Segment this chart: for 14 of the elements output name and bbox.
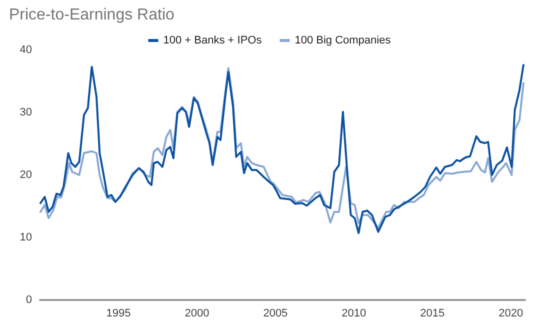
x-tick-label: 2000 bbox=[184, 308, 210, 320]
x-tick-label: 2005 bbox=[263, 308, 288, 320]
x-tick-label: 2020 bbox=[498, 308, 524, 320]
y-tick-label: 10 bbox=[20, 232, 32, 244]
y-tick-label: 40 bbox=[20, 44, 32, 56]
legend-label: 100 Big Companies bbox=[294, 34, 392, 46]
y-tick-label: 20 bbox=[20, 169, 32, 181]
chart-title: Price-to-Earnings Ratio bbox=[9, 6, 174, 24]
x-tick-label: 1995 bbox=[106, 308, 131, 320]
x-tick-label: 2015 bbox=[420, 308, 445, 320]
y-tick-label: 30 bbox=[20, 106, 32, 118]
legend-label: 100 + Banks + IPOs bbox=[163, 34, 262, 46]
x-tick-label: 2010 bbox=[342, 308, 366, 320]
y-tick-label: 0 bbox=[26, 294, 32, 306]
